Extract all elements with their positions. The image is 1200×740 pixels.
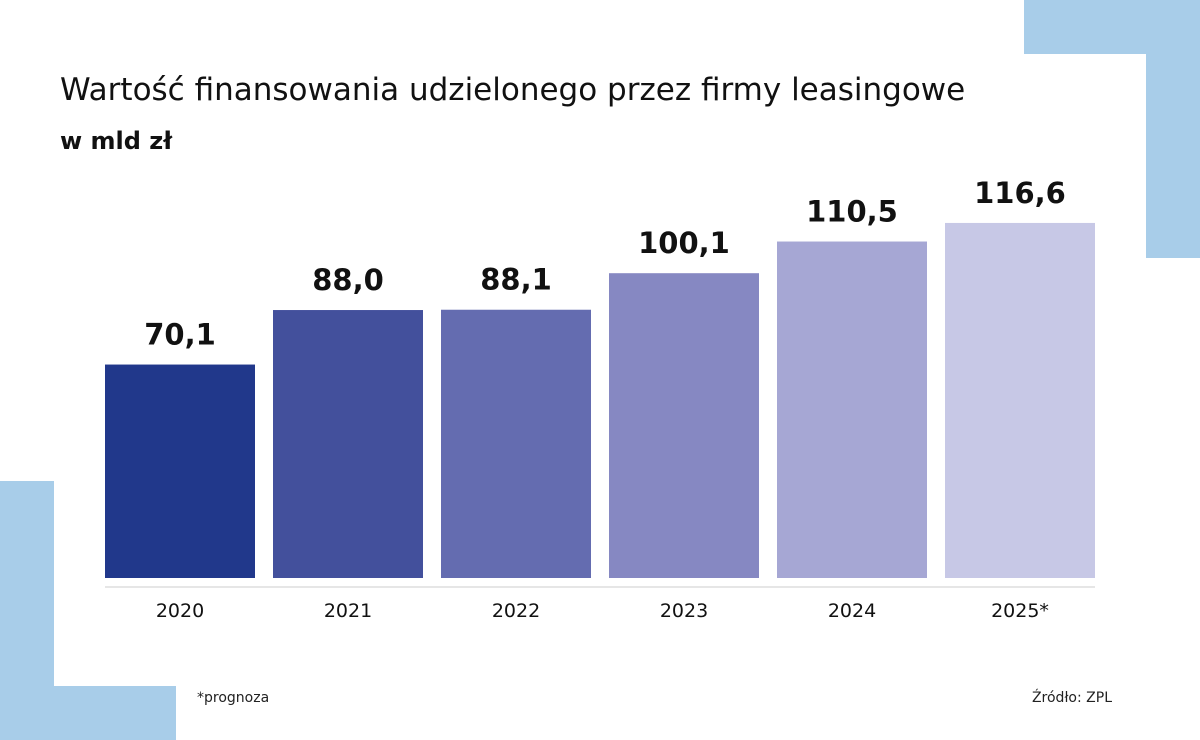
corner-decoration-top-right-side [1146, 0, 1200, 258]
source-note: Źródło: ZPL [1031, 690, 1112, 706]
chart-title: Wartość finansowania udzielonego przez f… [60, 72, 966, 108]
forecast-footnote: *prognoza [197, 690, 270, 706]
data-label: 88,1 [480, 263, 552, 297]
data-label: 88,0 [312, 263, 384, 297]
data-label: 110,5 [806, 195, 898, 229]
bar-2021 [273, 310, 423, 578]
bar-2023 [609, 273, 759, 578]
x-tick-label: 2023 [660, 600, 708, 622]
chart-subtitle: w mld zł [60, 127, 173, 155]
x-tick-label: 2022 [492, 600, 540, 622]
x-tick-label: 2020 [156, 600, 204, 622]
corner-decoration-bottom-left [0, 686, 176, 740]
data-label: 116,6 [974, 176, 1066, 210]
bar-2025 [945, 222, 1095, 578]
data-label: 100,1 [638, 226, 730, 260]
x-tick-label: 2024 [828, 600, 876, 622]
x-tick-label: 2025* [991, 600, 1049, 622]
data-label: 70,1 [144, 318, 216, 352]
bar-2020 [105, 364, 255, 578]
bar-2024 [777, 241, 927, 578]
bar-2022 [441, 309, 591, 578]
x-tick-label: 2021 [324, 600, 372, 622]
